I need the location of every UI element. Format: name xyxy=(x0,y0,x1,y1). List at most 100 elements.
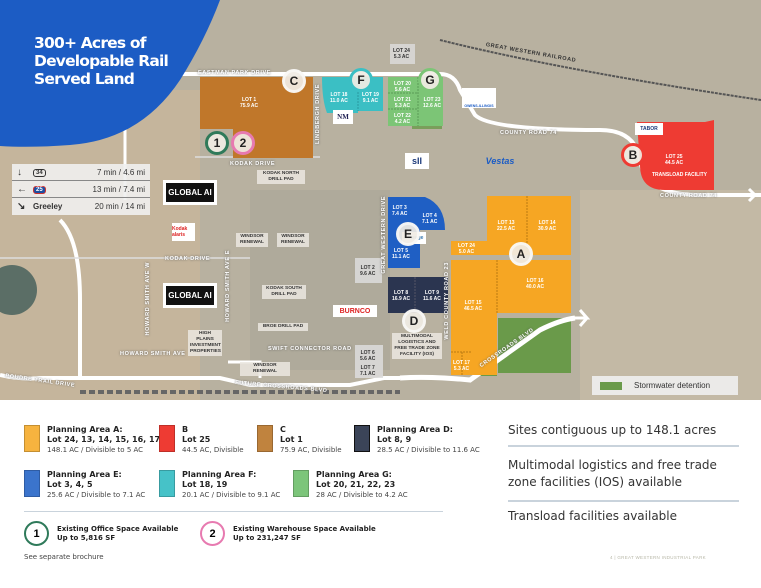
legend-item-area-d: Planning Area D: Lot 8, 9 28.5 AC / Divisi… xyxy=(354,425,480,455)
lot-label: LOT 5 11.1 AC xyxy=(392,248,410,260)
lot-1 xyxy=(200,77,313,158)
road-label: HOWARD SMITH AVE E xyxy=(225,250,231,322)
lot-label: LOT 4 7.1 AC xyxy=(422,213,438,225)
lot-label: LOT 6 5.6 AC xyxy=(360,350,376,362)
railroad-line xyxy=(439,39,761,101)
lot-label: LOT 20 5.6 AC xyxy=(394,81,411,93)
site-map[interactable]: 300+ Acres of Developable Rail Served La… xyxy=(0,0,761,400)
page-title: 300+ Acres of Developable Rail Served La… xyxy=(34,34,169,88)
drive-time-row: ← 25 13 min / 7.4 mi xyxy=(12,181,150,198)
lot-label: LOT 13 22.5 AC xyxy=(497,220,516,232)
pad-label: MULTIMODAL LOGISTICS AND FREE TRADE ZONE… xyxy=(392,333,442,359)
arrow-left-icon: ← xyxy=(17,183,27,195)
pad-label: KODAK NORTH DRILL PAD xyxy=(257,170,305,184)
stormwater-swatch xyxy=(600,381,622,390)
lot-label: LOT 7 7.1 AC xyxy=(360,365,376,377)
road-label: HOWARD SMITH AVE xyxy=(120,351,186,357)
divider xyxy=(508,500,739,502)
global-ai-logo: GLOBAL AI xyxy=(163,180,217,205)
lots-6-7 xyxy=(355,345,383,378)
divider xyxy=(24,511,443,512)
lot-label: LOT 25 44.5 AC xyxy=(665,154,684,166)
marker-e[interactable]: E xyxy=(396,222,420,246)
lot-label: LOT 17 5.3 AC xyxy=(453,360,470,372)
road-label: LINDBERGH DRIVE xyxy=(315,84,321,145)
legend-item-area-g: Planning Area G: Lot 20, 21, 22, 23 28 AC … xyxy=(293,470,408,500)
legend-item-area-a: Planning Area A: Lot 24, 13, 14, 15, 16, … xyxy=(24,425,160,455)
pad-label: KODAK SOUTH DRILL PAD xyxy=(262,285,306,299)
lot-label: LOT 8 16.9 AC xyxy=(392,290,411,302)
global-ai-logo: GLOBAL AI xyxy=(163,283,217,308)
existing-office-badge: 1 xyxy=(24,521,49,546)
marker-g[interactable]: G xyxy=(418,68,442,92)
legend-item-area-b: B Lot 25 44.5 AC, Divisible xyxy=(159,425,244,455)
lot-label: LOT 16 40.0 AC xyxy=(526,278,545,290)
title-banner xyxy=(0,0,220,147)
feature-item: Sites contiguous up to 148.1 acres xyxy=(508,423,717,437)
arrow-down-icon: ↓ xyxy=(17,166,22,178)
lot-label: LOT 24 5.0 AC xyxy=(458,243,475,255)
pad-label: HIGH PLAINS INVESTMENT PROPERTIES xyxy=(188,330,222,356)
drive-times-panel: ↓ 34 7 min / 4.6 mi ← 25 13 min / 7.4 mi ↘ Gr… xyxy=(12,164,150,215)
stormwater-legend: Stormwater detention xyxy=(592,376,738,395)
marker-d[interactable]: D xyxy=(402,309,426,333)
interstate-25-shield-icon: 25 xyxy=(33,186,46,194)
owens-illinois-logo: OWENS-ILLINOIS xyxy=(462,88,496,108)
legend-swatch xyxy=(159,470,175,497)
legend-item-area-c: C Lot 1 75.9 AC, Divisible xyxy=(257,425,342,455)
marker-a[interactable]: A xyxy=(509,242,533,266)
lot-label: LOT 9 11.6 AC xyxy=(423,290,441,302)
lot-24-top xyxy=(390,44,415,64)
lot-label: LOT 24 5.3 AC xyxy=(393,48,410,60)
nm-logo: NM xyxy=(333,110,353,124)
legend-swatch xyxy=(159,425,175,452)
divider xyxy=(508,445,739,447)
lot-label: LOT 14 30.9 AC xyxy=(538,220,557,232)
brochure-note: See separate brochure xyxy=(24,553,104,561)
legend-swatch xyxy=(24,470,40,497)
kodak-alaris-logo: Kodak alaris xyxy=(172,223,195,241)
lot-25 xyxy=(637,120,714,190)
existing-warehouse-item: 2 Existing Warehouse Space Available Up to… xyxy=(200,521,376,546)
road-label: KODAK DRIVE xyxy=(165,256,211,262)
lot-2 xyxy=(355,258,382,283)
lots-a xyxy=(451,196,571,375)
legend-item-area-f: Planning Area F: Lot 18, 19 20.1 AC / Divi… xyxy=(159,470,280,500)
lots-d xyxy=(388,277,448,313)
feature-item: Transload facilities available xyxy=(508,509,678,523)
road-label: KODAK DRIVE xyxy=(230,161,276,167)
lot-label: LOT 21 5.3 AC xyxy=(394,97,411,109)
lot-label: LOT 22 4.2 AC xyxy=(394,113,411,125)
existing-warehouse-badge: 2 xyxy=(200,521,225,546)
marker-c[interactable]: C xyxy=(282,69,306,93)
drive-time-row: ↘ Greeley 20 min / 14 mi xyxy=(17,201,145,212)
sii-logo: sII xyxy=(405,153,429,169)
pad-label: BROE DRILL PAD xyxy=(258,323,308,331)
road-label: HOWARD SMITH AVE W xyxy=(145,262,151,336)
road-label: COUNTY ROAD 74 xyxy=(500,130,557,136)
vestas-logo: Vestas xyxy=(485,156,515,166)
arrow-down-right-icon: ↘ xyxy=(17,201,26,212)
tabor-logo: TABOR xyxy=(635,123,663,135)
legend-swatch xyxy=(293,470,309,497)
pad-label: WINDSOR RENEWAL xyxy=(236,233,268,247)
lot-label: LOT 18 11.0 AC xyxy=(330,92,348,104)
road-label: COUNTY ROAD 74 xyxy=(660,193,717,199)
map-graphics xyxy=(0,0,761,400)
drive-time-row: ↓ 34 7 min / 4.6 mi xyxy=(12,164,150,181)
stormwater-area xyxy=(498,318,571,373)
transload-label: TRANSLOAD FACILITY xyxy=(652,172,707,178)
lot-label: LOT 2 9.6 AC xyxy=(360,265,376,277)
lot-label: LOT 3 7.4 AC xyxy=(392,205,408,217)
legend-item-area-e: Planning Area E: Lot 3, 4, 5 25.6 AC / Div… xyxy=(24,470,145,500)
lot-label: LOT 19 9.1 AC xyxy=(362,92,379,104)
marker-f[interactable]: F xyxy=(349,68,373,92)
us-34-shield-icon: 34 xyxy=(33,169,46,177)
lot-label: LOT 1 75.9 AC xyxy=(240,97,259,109)
legend-swatch xyxy=(354,425,370,452)
marker-existing-office[interactable]: 1 xyxy=(205,131,229,155)
marker-b[interactable]: B xyxy=(621,143,645,167)
legend-swatch xyxy=(257,425,273,452)
page-footer: 4 | GREAT WESTERN INDUSTRIAL PARK xyxy=(610,555,706,560)
marker-existing-warehouse[interactable]: 2 xyxy=(231,131,255,155)
